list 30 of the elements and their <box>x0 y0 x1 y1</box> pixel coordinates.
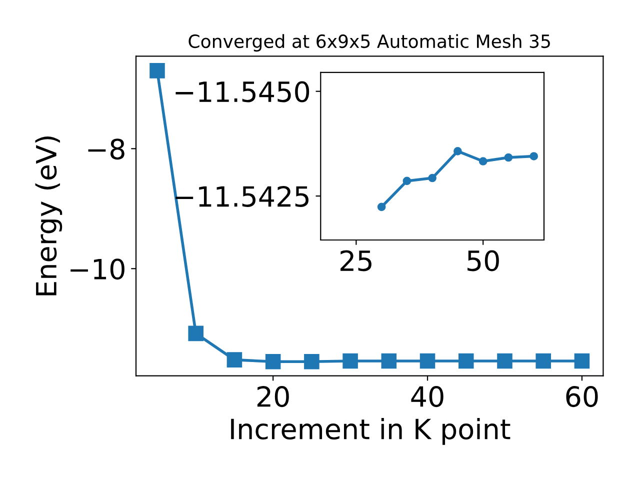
point <box>402 176 412 186</box>
point <box>428 174 436 182</box>
point <box>454 147 462 156</box>
x-tick-label: 25 <box>340 250 372 272</box>
y-tick-label: −8 <box>88 138 124 160</box>
point <box>530 152 538 160</box>
point <box>381 353 397 369</box>
point <box>458 353 474 369</box>
point <box>574 353 590 369</box>
point <box>536 353 551 369</box>
point <box>342 353 358 369</box>
y-tick-label: −11.5450 <box>176 81 310 102</box>
point <box>497 353 512 369</box>
point <box>504 153 513 162</box>
point <box>188 326 204 342</box>
x-tick-label: 40 <box>411 386 444 408</box>
y-tick-label: −10 <box>70 258 124 280</box>
y-axis-title: Energy (eV) <box>35 136 62 296</box>
x-tick-label: 20 <box>257 386 289 408</box>
point <box>377 202 386 212</box>
x-tick-label: 50 <box>468 250 499 272</box>
x-tick-label: 60 <box>566 386 598 408</box>
chart-title: Converged at 6x9x5 Automatic Mesh 35 <box>188 34 550 52</box>
point <box>478 157 488 166</box>
x-axis-title: Increment in K point <box>231 418 510 445</box>
point <box>420 353 436 369</box>
point <box>304 354 320 370</box>
point <box>226 352 242 368</box>
point <box>265 354 281 370</box>
point <box>150 63 165 78</box>
